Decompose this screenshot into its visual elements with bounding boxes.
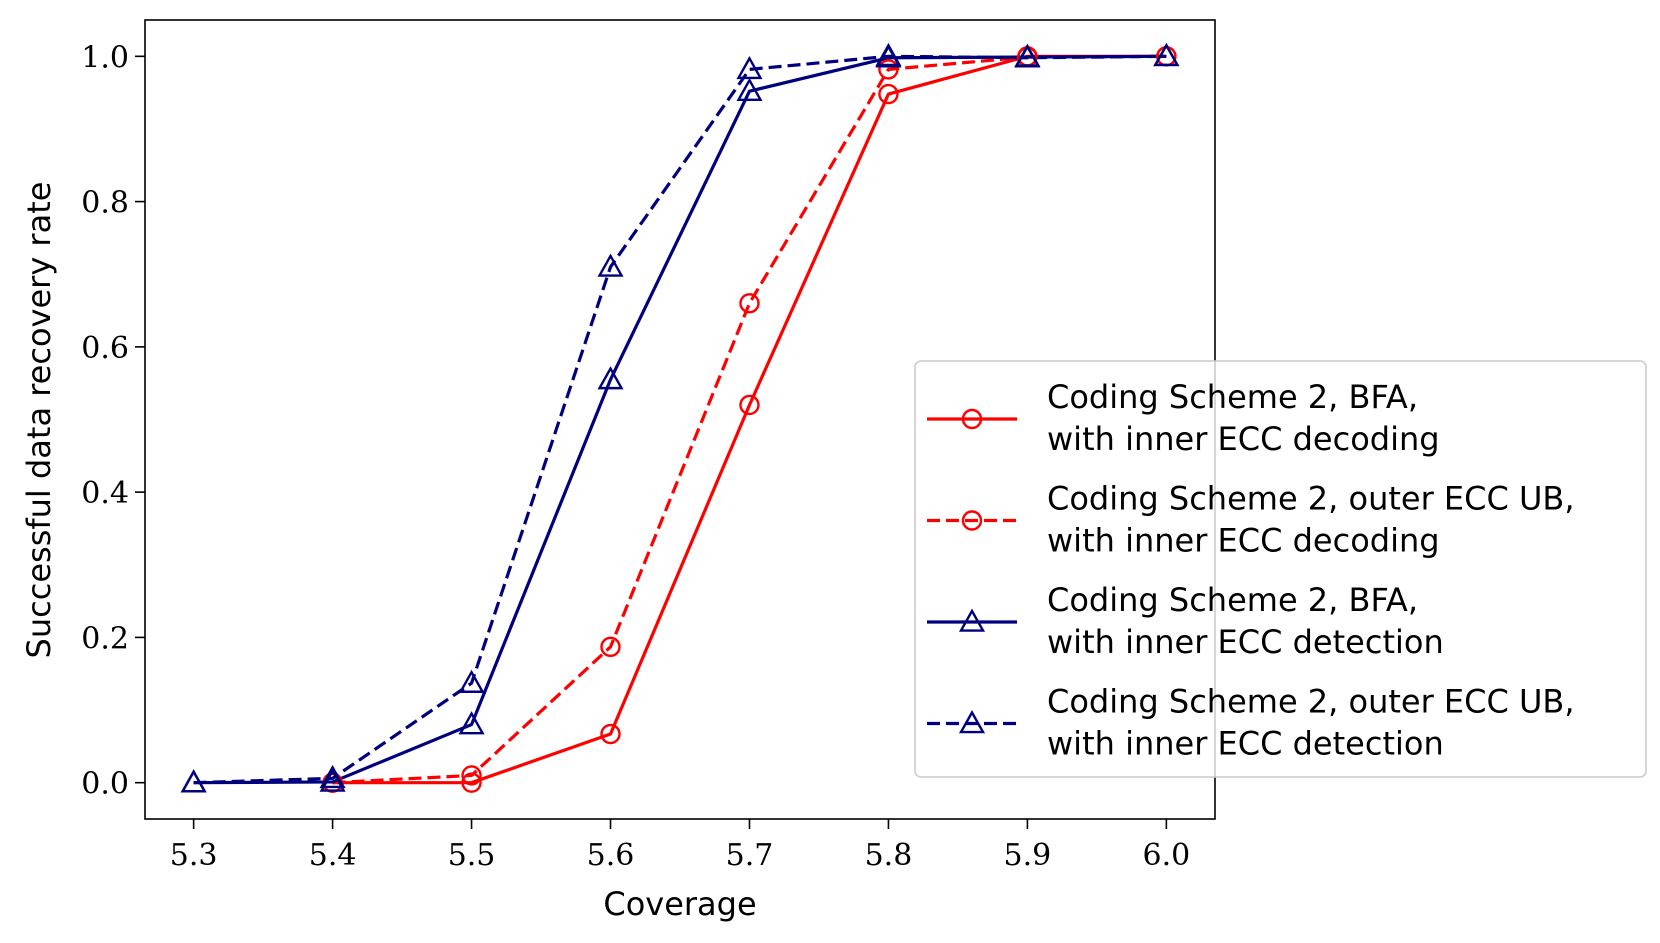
x-tick-label: 5.4 xyxy=(309,838,357,873)
legend-label: with inner ECC decoding xyxy=(1047,522,1440,560)
y-tick-label: 0.4 xyxy=(81,476,129,511)
data-point xyxy=(1153,42,1180,67)
legend-label: Coding Scheme 2, BFA, xyxy=(1047,581,1418,619)
series-lines xyxy=(193,54,1167,785)
data-point xyxy=(739,293,760,314)
data-point xyxy=(458,711,485,735)
series-line-4 xyxy=(193,54,1167,785)
x-axis: 5.3 5.4 5.5 5.6 5.7 5.8 5.9 6.0 xyxy=(170,819,1190,873)
y-tick-label: 0.2 xyxy=(81,621,129,656)
data-point xyxy=(461,772,482,793)
x-tick-label: 5.9 xyxy=(1004,838,1052,873)
x-tick-label: 5.8 xyxy=(865,838,913,873)
x-tick-label: 5.3 xyxy=(170,838,218,873)
data-point xyxy=(875,42,902,67)
data-point xyxy=(1014,44,1041,68)
x-tick-label: 5.6 xyxy=(587,838,635,873)
data-point xyxy=(180,769,207,793)
data-point xyxy=(600,723,621,745)
data-point xyxy=(878,59,899,80)
legend-marker xyxy=(961,510,983,531)
legend-label: with inner ECC detection xyxy=(1047,623,1444,661)
legend: Coding Scheme 2, BFA, with inner ECC deco… xyxy=(914,360,1647,778)
data-point xyxy=(878,83,899,105)
x-tick-label: 5.7 xyxy=(726,838,774,873)
y-tick-label: 1.0 xyxy=(81,40,129,75)
data-point xyxy=(739,394,760,416)
data-point xyxy=(461,765,482,786)
data-point xyxy=(597,366,624,390)
y-axis: 0.0 0.2 0.4 0.6 0.8 1.0 xyxy=(81,40,145,802)
data-point xyxy=(458,669,485,693)
x-tick-label: 5.5 xyxy=(448,838,496,873)
legend-marker xyxy=(961,408,983,430)
y-tick-label: 0.6 xyxy=(81,331,129,366)
legend-label: Coding Scheme 2, outer ECC UB, xyxy=(1047,480,1575,518)
legend-marker xyxy=(958,608,986,632)
series-markers xyxy=(180,42,1180,793)
data-point xyxy=(319,764,346,789)
x-tick-label: 6.0 xyxy=(1143,838,1191,873)
data-point xyxy=(600,636,621,658)
data-point xyxy=(736,55,763,80)
legend-marker xyxy=(958,710,986,734)
data-point xyxy=(736,77,763,101)
data-point xyxy=(597,253,624,277)
legend-label: with inner ECC decoding xyxy=(1047,420,1440,458)
legend-label: with inner ECC detection xyxy=(1047,725,1444,763)
y-axis-label: Successful data recovery rate xyxy=(20,182,58,659)
data-point xyxy=(319,768,346,792)
legend-label: Coding Scheme 2, outer ECC UB, xyxy=(1047,683,1575,721)
x-axis-label: Coverage xyxy=(603,885,756,923)
legend-label: Coding Scheme 2, BFA, xyxy=(1047,378,1418,416)
y-tick-label: 0.8 xyxy=(81,186,129,221)
y-tick-label: 0.0 xyxy=(81,767,129,802)
legend-box xyxy=(914,360,1647,778)
